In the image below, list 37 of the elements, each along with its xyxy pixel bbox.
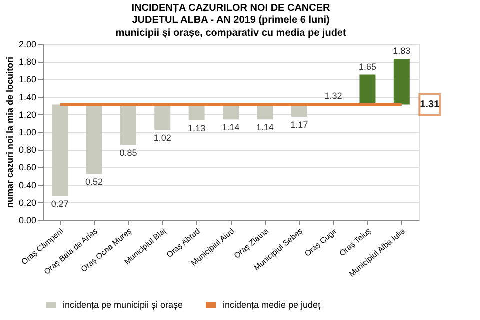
bar [86, 104, 102, 174]
y-tick-label: 1.60 [18, 74, 36, 85]
data-label: 1.13 [188, 124, 206, 134]
data-label: 0.52 [86, 177, 104, 188]
bar [52, 104, 68, 196]
bar [223, 104, 239, 120]
y-tick-label: 0.60 [18, 162, 36, 173]
bar [154, 104, 171, 130]
y-tick-label: 2.00 [18, 40, 36, 50]
data-label: 1.65 [358, 62, 376, 72]
legend-label: incidența pe municipii și orașe [63, 300, 184, 310]
y-tick-label: 0.40 [18, 180, 36, 190]
data-label: 1.17 [290, 120, 308, 130]
y-tick-label: 1.40 [18, 92, 36, 102]
y-tick-label: 1.80 [18, 57, 36, 68]
bar [188, 104, 205, 121]
bar [120, 104, 136, 146]
chart-title: INCIDENȚA CAZURILOR NOI DE CANCER JUDETUL ALBA - AN 2019 (primele 6 luni) [132, 3, 332, 26]
bar [394, 58, 410, 105]
y-tick-label: 1.00 [18, 128, 36, 138]
data-label: 1.32 [324, 90, 342, 101]
data-label: 0.85 [120, 148, 138, 158]
chart-subtitle: municipii și orașe, comparativ cu media pe judet [116, 28, 347, 39]
data-label: 0.27 [51, 199, 69, 210]
bar [257, 104, 274, 120]
data-label: 1.83 [393, 46, 411, 56]
data-label: 1.31 [420, 100, 440, 111]
data-label: 1.14 [222, 122, 240, 133]
y-axis-title: numar cazuri noi la mia de locuitori [4, 56, 15, 208]
bar [360, 74, 376, 105]
y-tick-label: 0.80 [18, 145, 36, 156]
y-tick-label: 0.00 [18, 216, 36, 226]
data-label: 1.02 [154, 133, 172, 144]
y-tick-label: 0.20 [18, 198, 36, 208]
data-label: 1.14 [256, 122, 274, 133]
legend-label: incidența medie pe județ [223, 300, 322, 310]
y-tick-label: 1.20 [18, 110, 36, 120]
